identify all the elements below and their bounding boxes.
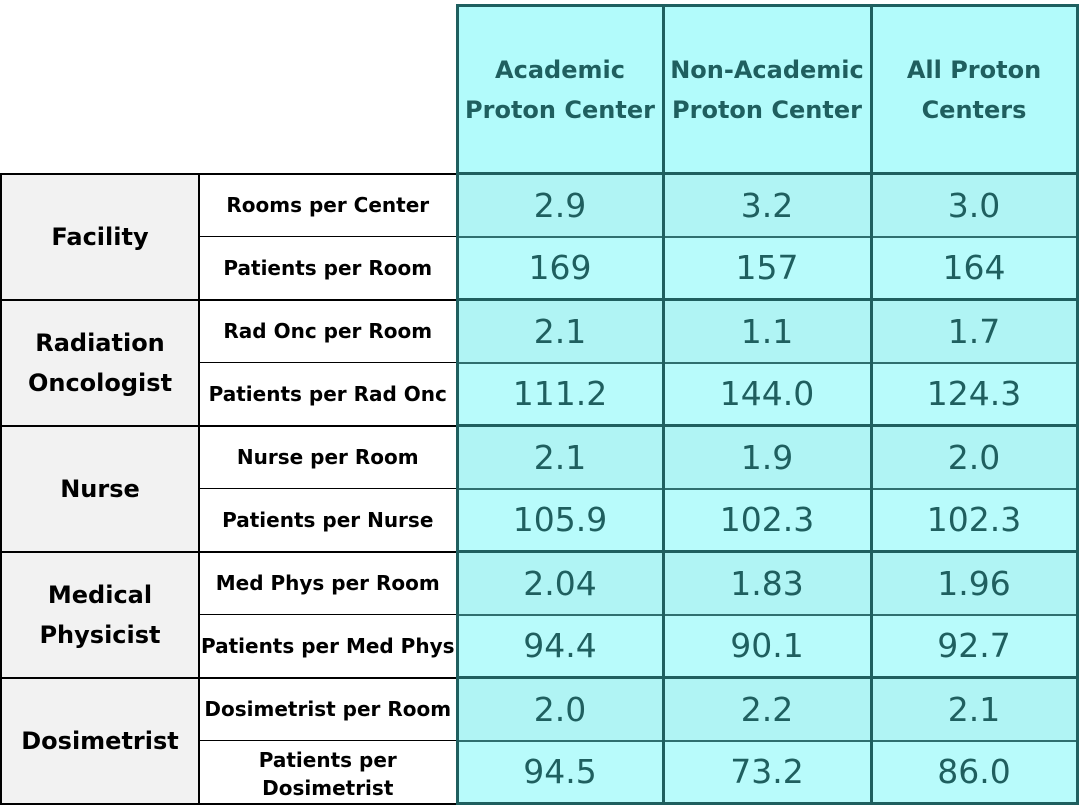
table-row: Facility Rooms per Center 2.9 3.2 3.0 — [0, 172, 1079, 301]
value-cell: 94.4 — [455, 613, 665, 679]
row-label: Patients per Nurse — [198, 488, 459, 553]
value-cell: 105.9 — [455, 487, 665, 553]
value-cell: 2.0 — [869, 424, 1079, 490]
value-cell: 144.0 — [661, 361, 873, 427]
group-label: Nurse — [0, 424, 200, 553]
value-cell: 1.7 — [869, 298, 1079, 364]
value-cell: 2.0 — [455, 676, 665, 742]
table-body: Facility Rooms per Center 2.9 3.2 3.0 Patient… — [0, 172, 1079, 805]
group-label: Radiation Oncologist — [0, 298, 200, 427]
row-label: Patients per Dosimetrist — [198, 740, 459, 805]
value-cell: 2.1 — [455, 424, 665, 490]
value-cell: 124.3 — [869, 361, 1079, 427]
row-label: Patients per Room — [198, 236, 459, 301]
value-cell: 2.1 — [869, 676, 1079, 742]
value-cell: 2.04 — [455, 550, 665, 616]
table-row: Radiation Oncologist Rad Onc per Room 2.1 1.… — [0, 298, 1079, 427]
value-cell: 73.2 — [661, 739, 873, 805]
value-cell: 1.96 — [869, 550, 1079, 616]
table-row: Patients per Med Phys 94.4 90.1 92.7 — [1, 613, 1079, 679]
value-cell: 94.5 — [455, 739, 665, 805]
value-cell: 102.3 — [661, 487, 873, 553]
column-header: All Proton Centers — [869, 4, 1079, 175]
table-corner — [1, 5, 457, 174]
value-cell: 3.2 — [661, 172, 873, 238]
header-row: Academic Proton Center Non-Academic Proton… — [1, 4, 1079, 175]
row-label: Nurse per Room — [198, 424, 459, 489]
table-row: Medical Physicist Med Phys per Room 2.04 1.8… — [0, 550, 1079, 679]
table-row: Patients per Rad Onc 111.2 144.0 124.3 — [1, 361, 1079, 427]
value-cell: 169 — [455, 235, 665, 301]
value-cell: 2.1 — [455, 298, 665, 364]
value-cell: 90.1 — [661, 613, 873, 679]
row-label: Patients per Med Phys — [198, 614, 459, 679]
row-label: Med Phys per Room — [198, 550, 459, 615]
table-row: Nurse Nurse per Room 2.1 1.9 2.0 — [0, 424, 1079, 553]
column-header: Non-Academic Proton Center — [661, 4, 873, 175]
value-cell: 157 — [661, 235, 873, 301]
value-cell: 1.83 — [661, 550, 873, 616]
group-label: Medical Physicist — [0, 550, 200, 679]
value-cell: 164 — [869, 235, 1079, 301]
table-row: Dosimetrist Dosimetrist per Room 2.0 2.2 2.1 — [0, 676, 1079, 805]
row-label: Patients per Rad Onc — [198, 362, 459, 427]
value-cell: 102.3 — [869, 487, 1079, 553]
value-cell: 2.2 — [661, 676, 873, 742]
column-header: Academic Proton Center — [455, 4, 665, 175]
table-row: Patients per Dosimetrist 94.5 73.2 86.0 — [1, 739, 1079, 805]
value-cell: 1.1 — [661, 298, 873, 364]
value-cell: 2.9 — [455, 172, 665, 238]
value-cell: 1.9 — [661, 424, 873, 490]
group-label: Dosimetrist — [0, 676, 200, 805]
row-label: Rad Onc per Room — [198, 298, 459, 363]
table-row: Patients per Nurse 105.9 102.3 102.3 — [1, 487, 1079, 553]
value-cell: 111.2 — [455, 361, 665, 427]
table-row: Patients per Room 169 157 164 — [1, 235, 1079, 301]
value-cell: 86.0 — [869, 739, 1079, 805]
group-label: Facility — [0, 172, 200, 301]
row-label: Dosimetrist per Room — [198, 676, 459, 741]
value-cell: 92.7 — [869, 613, 1079, 679]
value-cell: 3.0 — [869, 172, 1079, 238]
staffing-table: Academic Proton Center Non-Academic Proton… — [0, 4, 1079, 805]
row-label: Rooms per Center — [198, 172, 459, 237]
